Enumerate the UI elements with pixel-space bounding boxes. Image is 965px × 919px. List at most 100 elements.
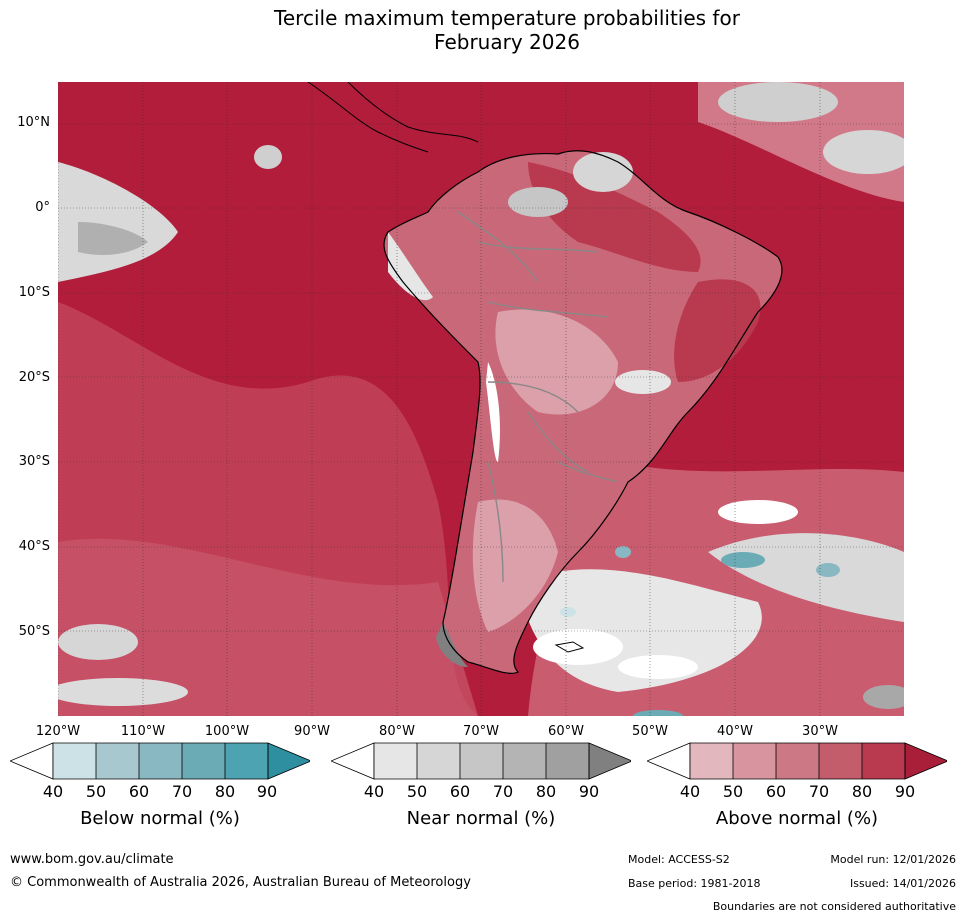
near-normal-patch-southeast-grey	[863, 685, 904, 709]
colorbar-above-normal	[647, 742, 947, 780]
chart-title: Tercile maximum temperature probabilitie…	[0, 6, 965, 54]
gridlines	[58, 82, 904, 716]
above-tick-40: 40	[679, 782, 701, 801]
patagonia-grey	[436, 622, 468, 667]
near-tick-90: 90	[578, 782, 600, 801]
colorbar-segment	[819, 743, 862, 779]
lon-label-110w: 110°W	[120, 724, 166, 739]
model-run-text: Model run: 12/01/2026	[830, 853, 956, 866]
falklands	[554, 641, 585, 653]
colorbar-segment	[139, 743, 182, 779]
below-normal-patch-1	[721, 552, 765, 568]
below-tick-40: 40	[42, 782, 64, 801]
ocean-band-south	[58, 538, 478, 716]
above-tick-50: 50	[722, 782, 744, 801]
below-normal-patch-3	[615, 546, 631, 558]
lon-label-90w: 90°W	[294, 724, 330, 739]
colorbar-segment	[96, 743, 139, 779]
above-tick-60: 60	[765, 782, 787, 801]
near-tick-40: 40	[363, 782, 385, 801]
below-normal-patch-5	[560, 607, 576, 617]
lon-label-60w: 60°W	[548, 724, 584, 739]
lon-label-100w: 100°W	[204, 724, 250, 739]
below-normal-patch-2	[816, 563, 840, 577]
copyright-text: © Commonwealth of Australia 2026, Austra…	[10, 875, 471, 890]
colorbar-segment	[182, 743, 225, 779]
colorbar-high-triangle	[588, 742, 631, 780]
website-link[interactable]: www.bom.gov.au/climate	[10, 852, 174, 867]
above-tick-70: 70	[808, 782, 830, 801]
colorbar-segment	[776, 743, 819, 779]
lat-label-50s: 50°S	[18, 624, 50, 639]
near-normal-patch-west-south	[58, 624, 138, 660]
coastline	[383, 150, 783, 674]
below-tick-70: 70	[171, 782, 193, 801]
colorbar-segment	[546, 743, 589, 779]
land-near-normal-venezuela	[508, 187, 568, 217]
near-tick-70: 70	[492, 782, 514, 801]
central-america-coast	[307, 82, 429, 153]
colorbar-segment	[503, 743, 546, 779]
lat-label-20s: 20°S	[18, 370, 50, 385]
colorbar-label-below: Below normal (%)	[80, 808, 240, 829]
below-tick-50: 50	[85, 782, 107, 801]
white-patch-atlantic-3	[618, 655, 698, 679]
colorbar-high-triangle	[904, 742, 947, 780]
white-patch-atlantic-2	[533, 629, 623, 665]
near-tick-60: 60	[449, 782, 471, 801]
title-line-2: February 2026	[434, 30, 580, 54]
colorbar-high-triangle	[267, 742, 310, 780]
land-near-normal-guiana	[573, 152, 633, 192]
lat-label-10s: 10°S	[18, 285, 50, 300]
near-tick-50: 50	[406, 782, 428, 801]
probability-map	[58, 82, 904, 716]
lon-label-40w: 40°W	[717, 724, 753, 739]
land-strong-above-east	[674, 279, 761, 382]
colorbar-low-triangle	[647, 742, 691, 780]
base-period-text: Base period: 1981-2018	[628, 877, 761, 890]
near-normal-patch-northeast	[718, 82, 838, 122]
colorbar-segment	[862, 743, 905, 779]
colorbar-segment	[733, 743, 776, 779]
land-strong-above-north	[528, 162, 701, 272]
lon-label-70w: 70°W	[463, 724, 499, 739]
lat-label-30s: 30°S	[18, 454, 50, 469]
andes-near-normal	[388, 232, 433, 301]
below-normal-patch-4	[633, 710, 683, 716]
colorbar-segment	[53, 743, 96, 779]
issued-text: Issued: 14/01/2026	[849, 877, 956, 890]
land-near-normal-brazil	[615, 370, 671, 394]
colorbar-segment	[417, 743, 460, 779]
colorbar-segment	[225, 743, 268, 779]
near-tick-80: 80	[535, 782, 557, 801]
land-light-above-central	[495, 309, 618, 415]
colorbar-segment	[374, 743, 417, 779]
near-normal-patch-northeast-2	[823, 130, 904, 174]
colorbar-low-triangle	[331, 742, 375, 780]
near-normal-patch-pacific	[254, 145, 282, 169]
colorbar-near-normal	[331, 742, 631, 780]
lon-label-30w: 30°W	[802, 724, 838, 739]
caribbean-coast	[347, 82, 479, 143]
colorbar-segment	[460, 743, 503, 779]
lat-label-10n: 10°N	[17, 115, 50, 130]
lon-label-50w: 50°W	[632, 724, 668, 739]
colorbar-label-above: Above normal (%)	[715, 808, 879, 829]
disclaimer-text: Boundaries are not considered authoritat…	[712, 900, 956, 913]
near-normal-patch-northwest-dark	[78, 222, 148, 255]
below-tick-90: 90	[256, 782, 278, 801]
lon-label-120w: 120°W	[35, 724, 81, 739]
model-text: Model: ACCESS-S2	[628, 853, 730, 866]
colorbar-low-triangle	[10, 742, 54, 780]
white-patch-atlantic-1	[718, 500, 798, 524]
above-tick-80: 80	[851, 782, 873, 801]
lat-label-40s: 40°S	[18, 539, 50, 554]
andes-white-strip	[486, 362, 500, 462]
below-tick-80: 80	[214, 782, 236, 801]
colorbar-label-near: Near normal (%)	[406, 808, 556, 829]
land-light-above-south	[472, 499, 558, 632]
colorbar-segment	[690, 743, 733, 779]
above-tick-90: 90	[894, 782, 916, 801]
below-tick-60: 60	[128, 782, 150, 801]
lon-label-80w: 80°W	[379, 724, 415, 739]
